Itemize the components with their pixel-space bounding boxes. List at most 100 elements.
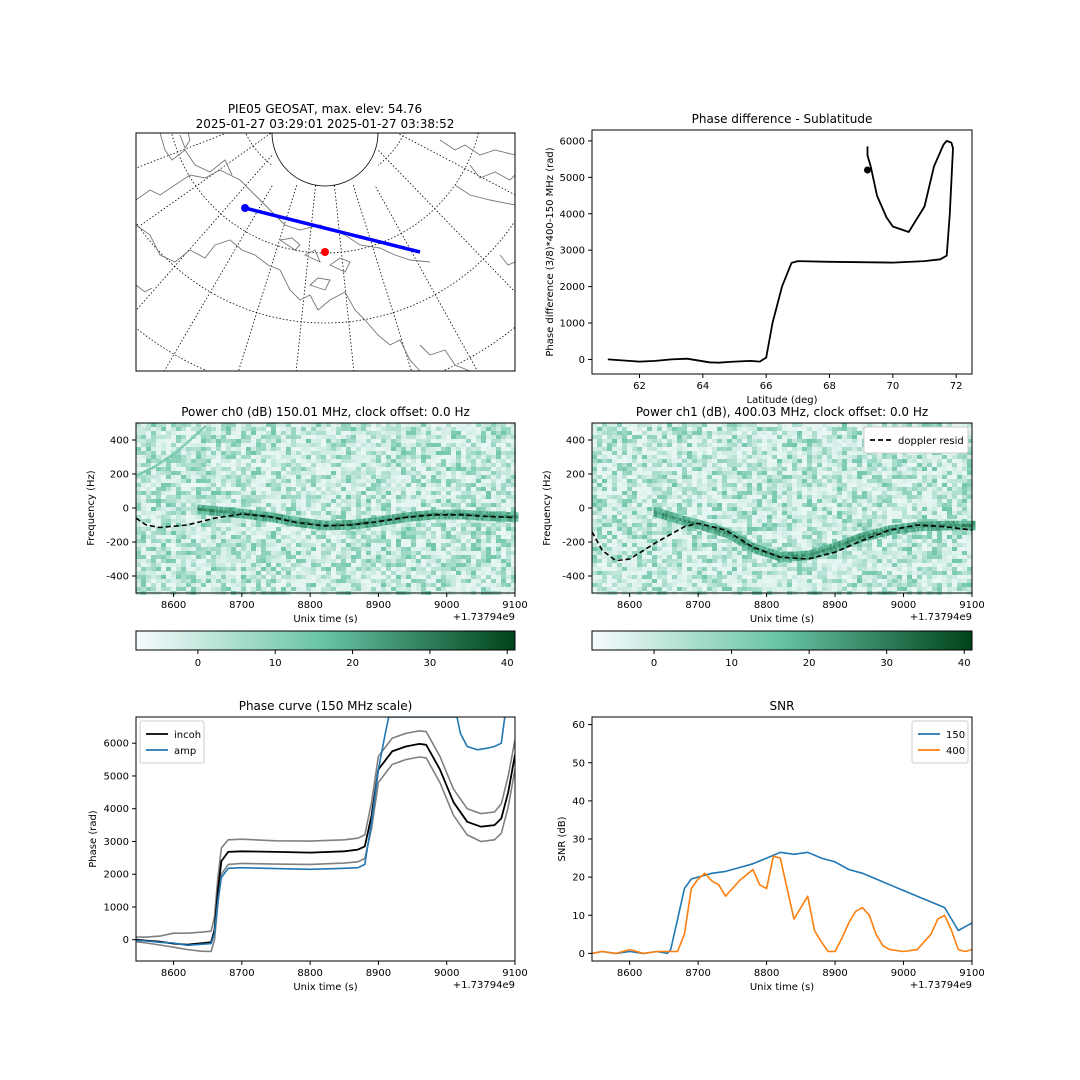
heatmap-cell (471, 507, 476, 511)
heatmap-cell (506, 575, 511, 579)
heatmap-cell (301, 583, 306, 587)
heatmap-cell (897, 463, 902, 467)
heatmap-cell (441, 423, 446, 427)
heatmap-cell (166, 423, 171, 427)
heatmap-cell (857, 431, 862, 435)
heatmap-cell (216, 571, 221, 575)
heatmap-cell (421, 435, 426, 439)
heatmap-cell (341, 503, 346, 507)
heatmap-cell (932, 467, 937, 471)
heatmap-cell (702, 451, 707, 455)
heatmap-cell (141, 427, 146, 431)
arc-cell (172, 452, 176, 456)
heatmap-cell (832, 447, 837, 451)
heatmap-cell (201, 487, 206, 491)
heatmap-cell (211, 559, 216, 563)
heatmap-cell (146, 571, 151, 575)
heatmap-cell (431, 551, 436, 555)
heatmap-cell (301, 559, 306, 563)
heatmap-cell (201, 467, 206, 471)
heatmap-cell (481, 527, 486, 531)
heatmap-cell (361, 515, 366, 519)
heatmap-cell (211, 431, 216, 435)
heatmap-cell (827, 467, 832, 471)
heatmap-cell (236, 503, 241, 507)
heatmap-cell (491, 447, 496, 451)
heatmap-cell (702, 455, 707, 459)
heatmap-cell (471, 571, 476, 575)
heatmap-cell (822, 423, 827, 427)
heatmap-cell (722, 459, 727, 463)
heatmap-cell (642, 475, 647, 479)
heatmap-cell (281, 571, 286, 575)
heatmap-cell (296, 527, 301, 531)
heatmap-cell (301, 535, 306, 539)
heatmap-cell (431, 523, 436, 527)
heatmap-cell (682, 435, 687, 439)
heatmap-cell (511, 527, 516, 531)
heatmap-cell (241, 499, 246, 503)
heatmap-cell (331, 455, 336, 459)
heatmap-cell (281, 471, 286, 475)
heatmap-cell (722, 427, 727, 431)
heatmap-cell (291, 451, 296, 455)
heatmap-cell (627, 471, 632, 475)
heatmap-cell (456, 567, 461, 571)
heatmap-cell (276, 463, 281, 467)
heatmap-cell (436, 459, 441, 463)
heatmap-cell (321, 439, 326, 443)
heatmap-cell (341, 575, 346, 579)
heatmap-cell (166, 543, 171, 547)
heatmap-cell (471, 487, 476, 491)
heatmap-cell (732, 467, 737, 471)
heatmap-cell (341, 587, 346, 591)
heatmap-cell (361, 467, 366, 471)
heatmap-cell (912, 459, 917, 463)
heatmap-cell (466, 571, 471, 575)
heatmap-cell (647, 431, 652, 435)
heatmap-cell (141, 491, 146, 495)
heatmap-cell (411, 439, 416, 443)
heatmap-cell (511, 583, 516, 587)
heatmap-cell (186, 451, 191, 455)
y-tick-label: 6000 (560, 136, 585, 147)
heatmap-cell (627, 431, 632, 435)
heatmap-cell (672, 443, 677, 447)
heatmap-cell (346, 587, 351, 591)
heatmap-cell (662, 451, 667, 455)
heatmap-cell (647, 475, 652, 479)
heatmap-cell (301, 587, 306, 591)
heatmap-cell (657, 423, 662, 427)
heatmap-cell (411, 451, 416, 455)
heatmap-cell (406, 507, 411, 511)
heatmap-cell (451, 423, 456, 427)
heatmap-cell (511, 443, 516, 447)
heatmap-cell (311, 475, 316, 479)
heatmap-cell (316, 579, 321, 583)
heatmap-cell (256, 523, 261, 527)
heatmap-cell (181, 575, 186, 579)
heatmap-cell (466, 479, 471, 483)
heatmap-cell (161, 503, 166, 507)
heatmap-cell (717, 467, 722, 471)
heatmap-cell (852, 471, 857, 475)
heatmap-cell (386, 547, 391, 551)
heatmap-cell (161, 535, 166, 539)
heatmap-cell (802, 439, 807, 443)
heatmap-cell (396, 447, 401, 451)
heatmap-cell (446, 427, 451, 431)
heatmap-cell (336, 499, 341, 503)
heatmap-cell (446, 567, 451, 571)
heatmap-cell (336, 467, 341, 471)
heatmap-cell (772, 451, 777, 455)
heatmap-cell (361, 491, 366, 495)
heatmap-cell (792, 431, 797, 435)
heatmap-cell (456, 451, 461, 455)
heatmap-cell (146, 451, 151, 455)
heatmap-cell (597, 451, 602, 455)
heatmap-cell (321, 483, 326, 487)
heatmap-cell (481, 487, 486, 491)
heatmap-cell (361, 551, 366, 555)
heatmap-cell (141, 511, 146, 515)
heatmap-cell (266, 499, 271, 503)
